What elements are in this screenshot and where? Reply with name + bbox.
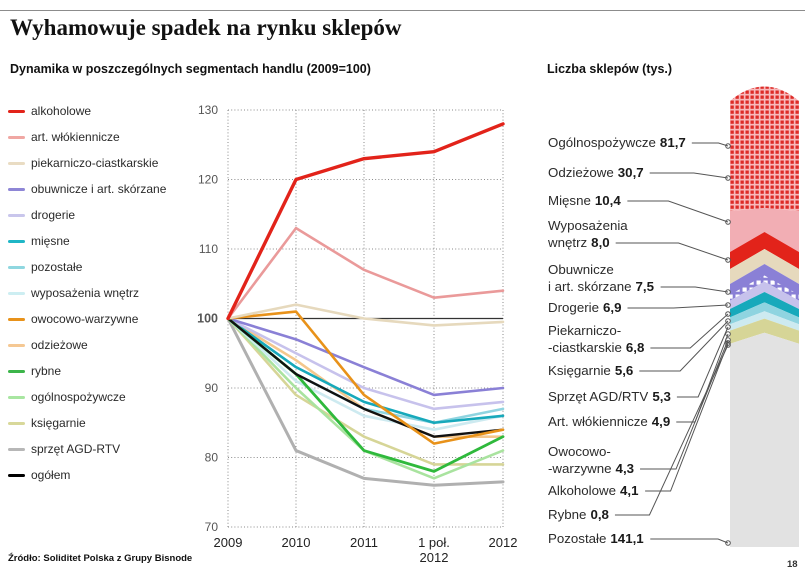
svg-text:Art. włókiennicze: Art. włókiennicze [548, 414, 648, 429]
svg-text:i art. skórzane: i art. skórzane [548, 279, 632, 294]
svg-text:Piekarniczo-: Piekarniczo- [548, 323, 621, 338]
svg-text:Księgarnie: Księgarnie [548, 363, 611, 378]
svg-text:5,3: 5,3 [652, 389, 671, 404]
svg-text:Alkoholowe: Alkoholowe [548, 483, 616, 498]
svg-text:141,1: 141,1 [610, 531, 644, 546]
svg-text:4,1: 4,1 [620, 483, 639, 498]
svg-text:Mięsne: Mięsne [548, 193, 591, 208]
svg-text:30,7: 30,7 [618, 165, 644, 180]
svg-text:7,5: 7,5 [636, 279, 655, 294]
svg-text:0,8: 0,8 [590, 507, 609, 522]
svg-text:Owocowo-: Owocowo- [548, 444, 611, 459]
svg-text:Sprzęt AGD/RTV: Sprzęt AGD/RTV [548, 389, 648, 404]
svg-text:4,3: 4,3 [616, 461, 635, 476]
svg-text:-warzywne: -warzywne [548, 461, 612, 476]
svg-text:8,0: 8,0 [591, 235, 610, 250]
svg-text:Ogólnospożywcze: Ogólnospożywcze [548, 135, 656, 150]
svg-text:Drogerie: Drogerie [548, 300, 599, 315]
svg-text:81,7: 81,7 [660, 135, 686, 150]
svg-text:Pozostałe: Pozostałe [548, 531, 606, 546]
svg-text:10,4: 10,4 [595, 193, 621, 208]
svg-text:6,8: 6,8 [626, 340, 645, 355]
svg-text:Wyposażenia: Wyposażenia [548, 218, 628, 233]
svg-text:wnętrz: wnętrz [547, 235, 587, 250]
svg-text:-ciastkarskie: -ciastkarskie [548, 340, 622, 355]
svg-text:Rybne: Rybne [548, 507, 586, 522]
svg-text:Obuwnicze: Obuwnicze [548, 262, 614, 277]
svg-text:4,9: 4,9 [652, 414, 671, 429]
svg-text:5,6: 5,6 [615, 363, 634, 378]
svg-text:6,9: 6,9 [603, 300, 622, 315]
svg-text:Odzieżowe: Odzieżowe [548, 165, 614, 180]
